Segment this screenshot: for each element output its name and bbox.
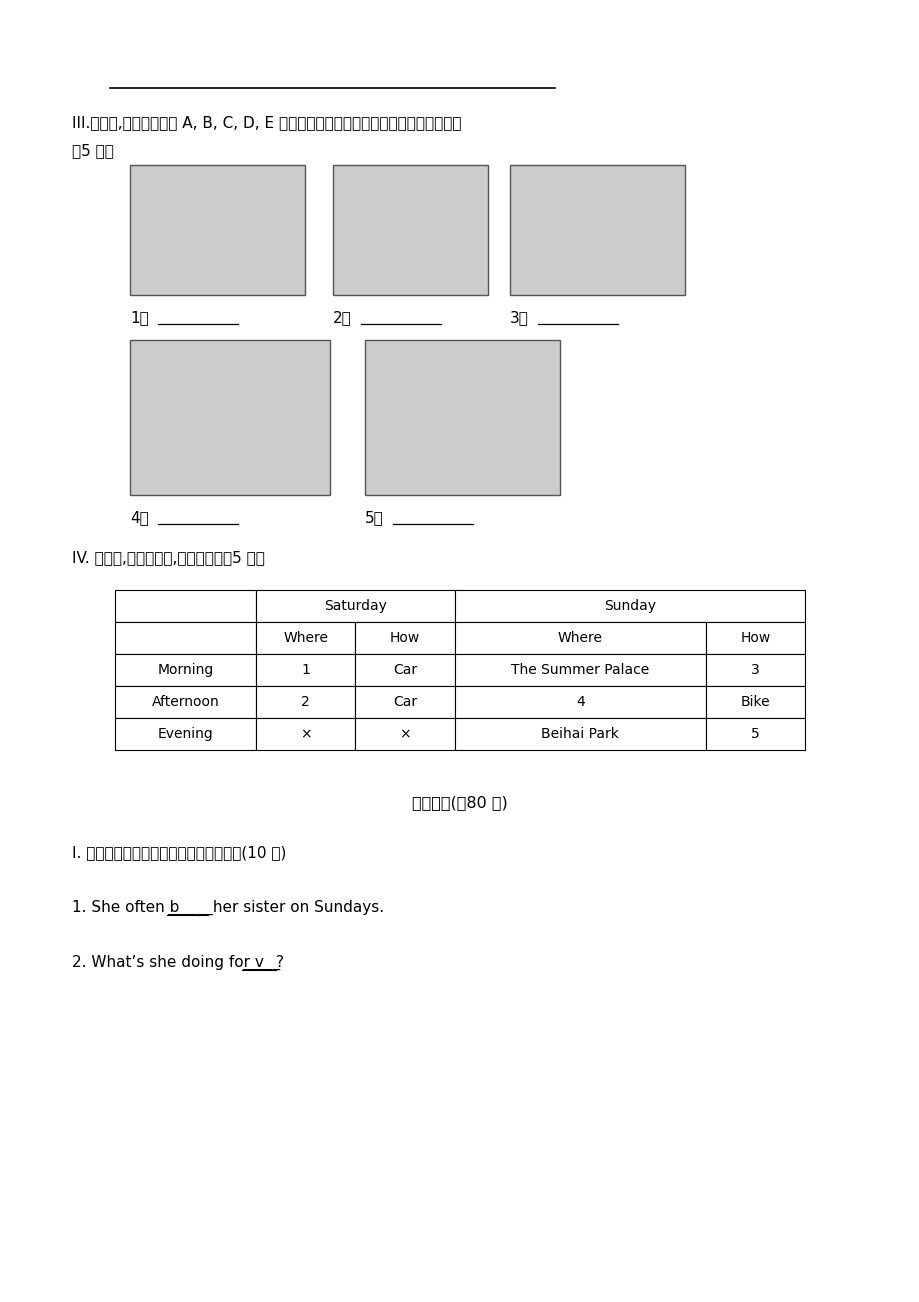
Text: 4: 4 xyxy=(575,695,584,710)
Bar xyxy=(705,654,804,686)
Bar xyxy=(705,717,804,750)
Text: Saturday: Saturday xyxy=(323,599,387,613)
Text: ______: ______ xyxy=(167,900,212,915)
Bar xyxy=(130,340,330,495)
Bar xyxy=(509,165,685,296)
Text: 笔试部分(共80 分): 笔试部分(共80 分) xyxy=(412,796,507,810)
Bar xyxy=(130,165,305,296)
Text: IV. 听短文,根据其内容,填写下表。（5 分）: IV. 听短文,根据其内容,填写下表。（5 分） xyxy=(72,549,265,565)
Text: Beihai Park: Beihai Park xyxy=(540,727,618,741)
Text: Car: Car xyxy=(392,663,416,677)
Bar xyxy=(365,340,560,495)
Bar xyxy=(454,686,705,717)
Bar xyxy=(355,654,454,686)
Text: Where: Where xyxy=(283,631,328,644)
Bar xyxy=(115,590,255,622)
Text: How: How xyxy=(390,631,420,644)
Bar xyxy=(255,686,355,717)
Bar xyxy=(115,717,255,750)
Text: The Summer Palace: The Summer Palace xyxy=(511,663,649,677)
Bar xyxy=(454,622,705,654)
Text: 2. What’s she doing for v: 2. What’s she doing for v xyxy=(72,954,264,970)
Bar xyxy=(454,654,705,686)
Bar xyxy=(115,686,255,717)
Text: 1. She often b: 1. She often b xyxy=(72,900,179,915)
Text: 1: 1 xyxy=(301,663,310,677)
Text: 3: 3 xyxy=(750,663,759,677)
Text: ×: × xyxy=(300,727,312,741)
Bar xyxy=(705,622,804,654)
Text: Morning: Morning xyxy=(157,663,213,677)
Text: 5: 5 xyxy=(750,727,759,741)
Bar xyxy=(705,686,804,717)
Text: Car: Car xyxy=(392,695,416,710)
Text: 2．: 2． xyxy=(333,310,351,326)
Bar xyxy=(115,654,255,686)
Text: 2: 2 xyxy=(301,695,310,710)
Text: 5．: 5． xyxy=(365,510,383,525)
Text: 3、: 3、 xyxy=(509,310,528,326)
Text: ×: × xyxy=(399,727,411,741)
Text: her sister on Sundays.: her sister on Sundays. xyxy=(208,900,384,915)
Text: III.看插图,从你所听到的 A, B, C, D, E 五组对话中找出与所给插图意思相同的选项。: III.看插图,从你所听到的 A, B, C, D, E 五组对话中找出与所给插… xyxy=(72,115,461,130)
Text: Sunday: Sunday xyxy=(603,599,655,613)
Bar xyxy=(355,686,454,717)
Text: 1．: 1． xyxy=(130,310,149,326)
Bar xyxy=(355,717,454,750)
Text: 4．: 4． xyxy=(130,510,149,525)
Text: ?: ? xyxy=(276,954,284,970)
Text: Afternoon: Afternoon xyxy=(152,695,220,710)
Bar xyxy=(255,590,454,622)
Text: Evening: Evening xyxy=(157,727,213,741)
Bar xyxy=(454,590,804,622)
Text: Where: Where xyxy=(557,631,602,644)
Bar xyxy=(255,717,355,750)
Text: I. 根据句意及首字母，填入适当的单词。(10 分): I. 根据句意及首字母，填入适当的单词。(10 分) xyxy=(72,845,286,861)
Bar xyxy=(333,165,487,296)
Text: （5 分）: （5 分） xyxy=(72,143,114,158)
Text: How: How xyxy=(740,631,769,644)
Bar xyxy=(115,622,255,654)
Text: _____: _____ xyxy=(242,954,279,970)
Text: Bike: Bike xyxy=(740,695,769,710)
Bar xyxy=(454,717,705,750)
Bar xyxy=(255,622,355,654)
Bar xyxy=(255,654,355,686)
Bar xyxy=(355,622,454,654)
